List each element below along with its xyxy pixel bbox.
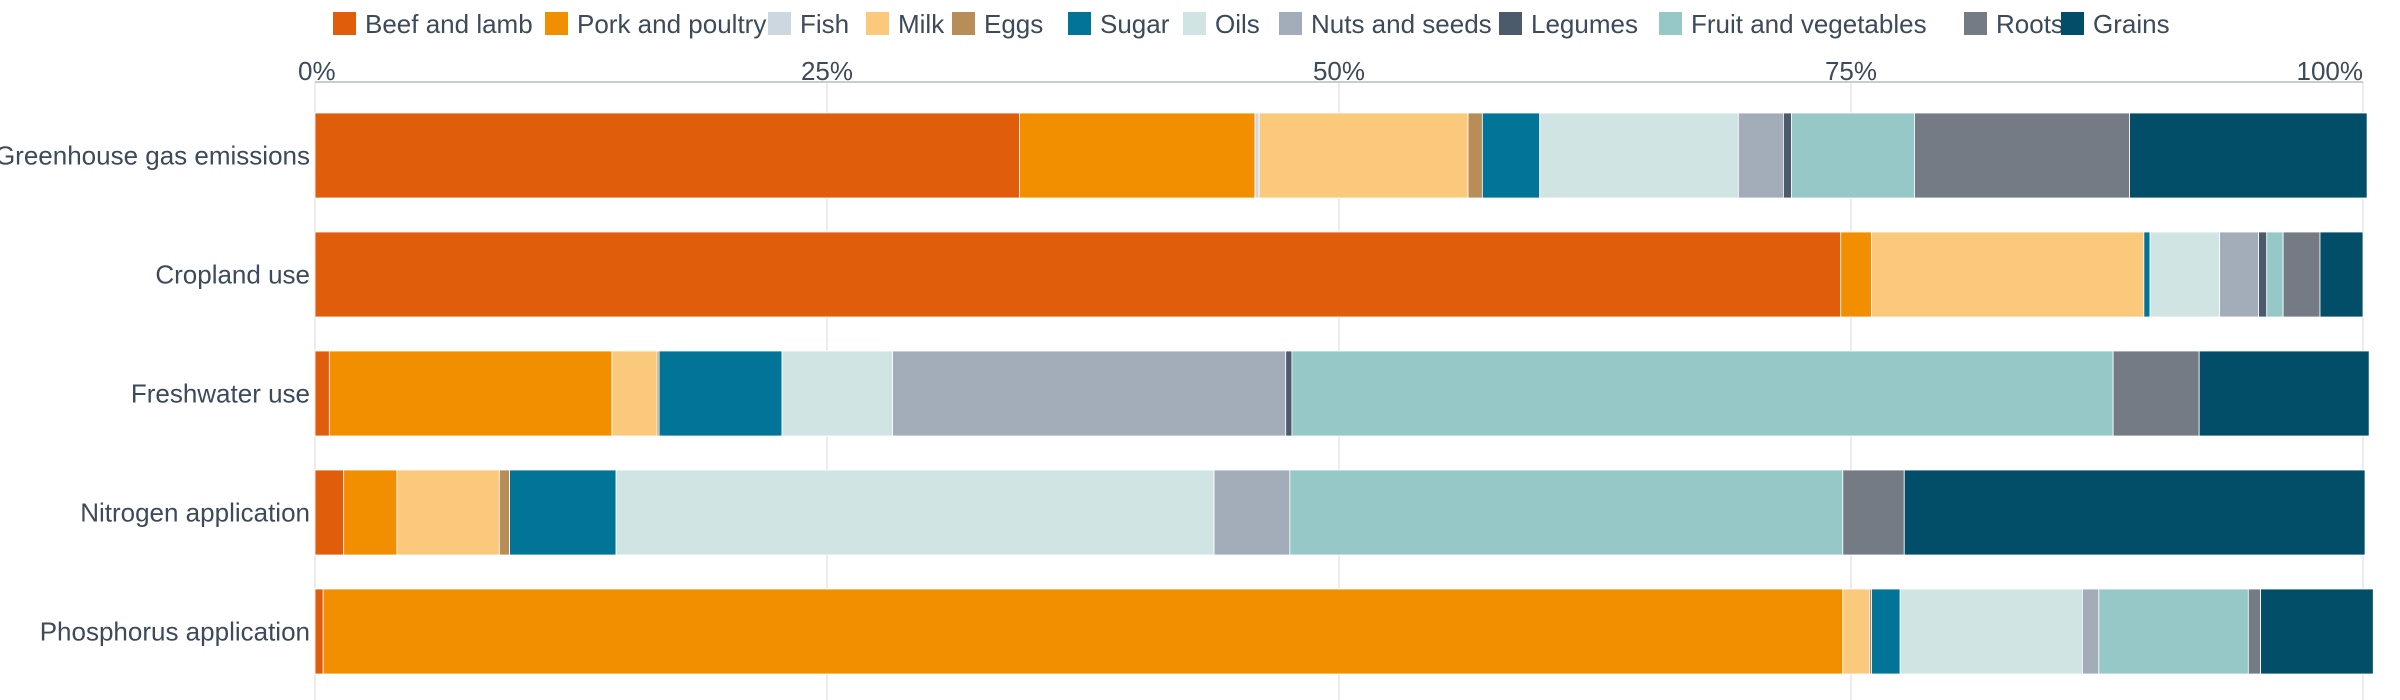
bar-segment-2-3 bbox=[611, 350, 658, 437]
bar-segment-0-0 bbox=[314, 112, 1020, 199]
bar-segment-3-4 bbox=[498, 469, 510, 556]
x-axis: 0% 25% 50% 75% 100% bbox=[298, 56, 2363, 86]
legend-swatch-6 bbox=[1183, 12, 1206, 35]
legend-swatch-9 bbox=[1659, 12, 1682, 35]
bar-segment-1-7 bbox=[2219, 231, 2259, 318]
bar-segment-4-11 bbox=[2260, 588, 2374, 675]
legend-swatch-11 bbox=[2061, 12, 2084, 35]
legend: Beef and lamb Pork and poultry Fish Milk Egg… bbox=[333, 9, 2170, 39]
bar-segment-3-7 bbox=[1213, 469, 1291, 556]
bar-segment-2-5 bbox=[658, 350, 783, 437]
bar-segment-1-1 bbox=[1840, 231, 1872, 318]
category-label-2: Freshwater use bbox=[131, 379, 310, 409]
bar-segment-0-9 bbox=[1791, 112, 1915, 199]
legend-swatch-2 bbox=[768, 12, 791, 35]
category-label-0: Greenhouse gas emissions bbox=[0, 141, 310, 171]
legend-label-3: Milk bbox=[898, 9, 945, 39]
category-label-1: Cropland use bbox=[155, 260, 310, 290]
legend-label-9: Fruit and vegetables bbox=[1691, 9, 1927, 39]
bar-segment-3-3 bbox=[396, 469, 500, 556]
bar-segment-2-7 bbox=[892, 350, 1287, 437]
bar-segment-4-7 bbox=[2082, 588, 2100, 675]
legend-label-10: Roots bbox=[1996, 9, 2064, 39]
bar-segment-1-10 bbox=[2282, 231, 2321, 318]
bar-segment-2-11 bbox=[2198, 350, 2370, 437]
legend-swatch-3 bbox=[866, 12, 889, 35]
bar-segment-3-1 bbox=[343, 469, 398, 556]
bar-segment-0-3 bbox=[1258, 112, 1469, 199]
bar-segment-4-6 bbox=[1899, 588, 2083, 675]
category-labels: Greenhouse gas emissions Cropland use Fres… bbox=[0, 141, 310, 647]
legend-label-11: Grains bbox=[2093, 9, 2170, 39]
legend-label-2: Fish bbox=[800, 9, 849, 39]
bar-segment-3-10 bbox=[1842, 469, 1905, 556]
bar-segment-0-2 bbox=[1254, 112, 1260, 199]
x-tick-label-0: 0% bbox=[298, 56, 336, 86]
legend-swatch-5 bbox=[1068, 12, 1091, 35]
bar-segment-4-5 bbox=[1871, 588, 1901, 675]
bar-segment-2-10 bbox=[2112, 350, 2200, 437]
bar-segment-0-8 bbox=[1783, 112, 1793, 199]
bar-segment-1-3 bbox=[1871, 231, 2145, 318]
bar-segment-4-3 bbox=[1842, 588, 1870, 675]
x-tick-label-3: 75% bbox=[1825, 56, 1877, 86]
bar-segment-3-0 bbox=[314, 469, 345, 556]
bar-segment-0-10 bbox=[1914, 112, 2130, 199]
bar-segment-3-6 bbox=[615, 469, 1215, 556]
legend-label-8: Legumes bbox=[1531, 9, 1638, 39]
bar-segment-1-5 bbox=[2143, 231, 2151, 318]
legend-label-6: Oils bbox=[1215, 9, 1260, 39]
legend-label-5: Sugar bbox=[1100, 9, 1170, 39]
bar-segment-0-5 bbox=[1481, 112, 1541, 199]
bar-segment-1-8 bbox=[2258, 231, 2268, 318]
bar-segment-0-7 bbox=[1737, 112, 1784, 199]
category-label-3: Nitrogen application bbox=[80, 498, 310, 528]
bars bbox=[314, 112, 2374, 675]
legend-label-4: Eggs bbox=[984, 9, 1043, 39]
bar-segment-0-6 bbox=[1539, 112, 1739, 199]
bar-segment-1-11 bbox=[2319, 231, 2364, 318]
category-label-4: Phosphorus application bbox=[40, 617, 310, 647]
legend-label-7: Nuts and seeds bbox=[1311, 9, 1492, 39]
bar-segment-4-10 bbox=[2247, 588, 2262, 675]
bar-segment-1-9 bbox=[2266, 231, 2284, 318]
legend-swatch-10 bbox=[1964, 12, 1987, 35]
bar-segment-0-4 bbox=[1467, 112, 1483, 199]
legend-swatch-0 bbox=[333, 12, 356, 35]
bar-segment-2-1 bbox=[328, 350, 613, 437]
bar-segment-2-8 bbox=[1285, 350, 1293, 437]
bar-segment-1-0 bbox=[314, 231, 1842, 318]
bar-segment-4-9 bbox=[2098, 588, 2249, 675]
bar-segment-2-6 bbox=[781, 350, 893, 437]
bar-segment-0-11 bbox=[2129, 112, 2368, 199]
legend-label-0: Beef and lamb bbox=[365, 9, 533, 39]
bar-segment-4-1 bbox=[322, 588, 1844, 675]
bar-segment-2-9 bbox=[1291, 350, 2114, 437]
bar-segment-3-9 bbox=[1289, 469, 1844, 556]
legend-swatch-7 bbox=[1279, 12, 1302, 35]
bar-segment-2-0 bbox=[314, 350, 330, 437]
bar-segment-4-0 bbox=[314, 588, 324, 675]
x-tick-label-1: 25% bbox=[801, 56, 853, 86]
legend-swatch-8 bbox=[1499, 12, 1522, 35]
bar-segment-3-11 bbox=[1903, 469, 2366, 556]
legend-label-1: Pork and poultry bbox=[577, 9, 766, 39]
bar-segment-3-5 bbox=[509, 469, 617, 556]
bar-segment-1-6 bbox=[2149, 231, 2221, 318]
x-tick-label-2: 50% bbox=[1313, 56, 1365, 86]
legend-swatch-1 bbox=[545, 12, 568, 35]
x-tick-label-4: 100% bbox=[2297, 56, 2364, 86]
bar-segment-0-1 bbox=[1019, 112, 1256, 199]
legend-swatch-4 bbox=[952, 12, 975, 35]
